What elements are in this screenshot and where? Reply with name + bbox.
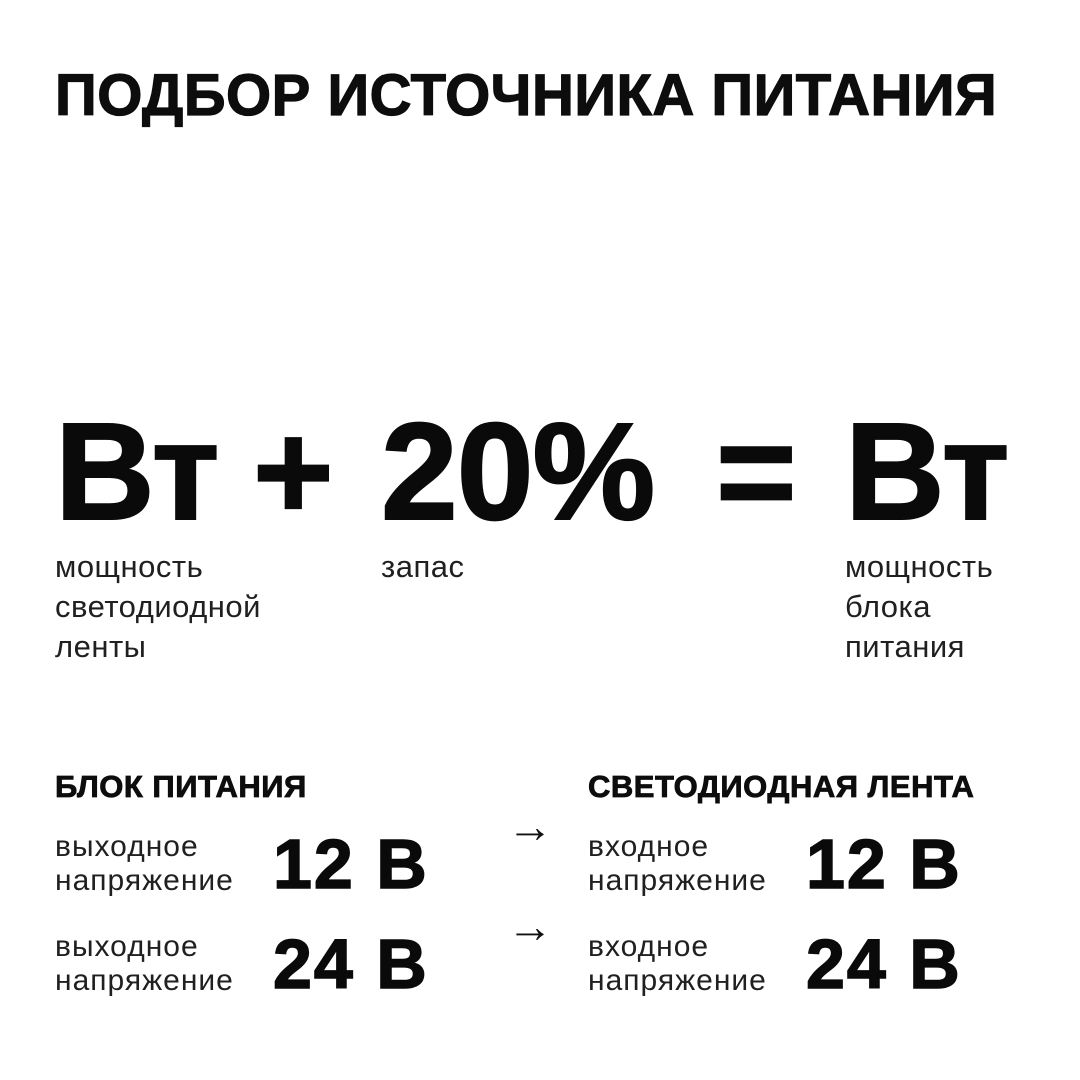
led-row-12v-label-line-2: напряжение (588, 864, 767, 897)
strip-power-value: Вт (54, 395, 220, 549)
reserve-value: 20% (380, 395, 656, 549)
strip-power-label: мощность светодиодной ленты (55, 547, 365, 667)
reserve-label-line-1: запас (381, 549, 465, 584)
led-row-12v-label: входное напряжение (588, 830, 806, 898)
equals-operator: = (715, 395, 798, 549)
psu-row-24v-value: 24 В (272, 925, 429, 1003)
psu-power-label-line-2: блока (845, 589, 932, 624)
psu-row-12v-label-line-1: выходное (55, 830, 199, 863)
right-arrow-icon: → (507, 800, 553, 852)
plus-operator: + (252, 395, 335, 549)
formula-term-psu-power: Вт мощность блока питания (844, 395, 1070, 667)
psu-row-24v-label-line-2: напряжение (55, 964, 234, 997)
led-row-12v: входное напряжение 12 В (588, 825, 1053, 903)
strip-power-label-line-3: ленты (55, 629, 147, 664)
led-row-12v-value: 12 В (805, 825, 962, 903)
psu-row-24v: выходное напряжение 24 В (55, 925, 520, 1003)
psu-power-label-line-3: питания (845, 629, 965, 664)
reserve-label: запас (381, 547, 701, 587)
psu-row-12v-label: выходное напряжение (55, 830, 273, 898)
psu-row-12v-value: 12 В (272, 825, 429, 903)
formula-term-reserve: 20% запас (380, 395, 701, 587)
strip-power-label-line-1: мощность (55, 549, 204, 584)
led-strip-column-header: СВЕТОДИОДНАЯ ЛЕНТА (588, 769, 975, 805)
led-row-24v: входное напряжение 24 В (588, 925, 1053, 1003)
psu-column-header: БЛОК ПИТАНИЯ (55, 769, 307, 805)
psu-column: БЛОК ПИТАНИЯ выходное напряжение 12 В вы… (55, 768, 520, 1003)
led-row-24v-value: 24 В (805, 925, 962, 1003)
psu-power-label-line-1: мощность (845, 549, 994, 584)
psu-power-label: мощность блока питания (845, 547, 1070, 667)
formula-term-strip-power: Вт мощность светодиодной ленты (54, 395, 365, 667)
led-row-24v-label-line-1: входное (588, 930, 710, 963)
psu-row-24v-label: выходное напряжение (55, 930, 273, 998)
led-strip-column: СВЕТОДИОДНАЯ ЛЕНТА входное напряжение 12… (588, 768, 1053, 1003)
psu-power-value: Вт (844, 395, 1010, 549)
right-arrow-icon: → (507, 900, 553, 952)
led-row-12v-label-line-1: входное (588, 830, 710, 863)
strip-power-label-line-2: светодиодной (55, 589, 261, 624)
psu-row-12v: выходное напряжение 12 В (55, 825, 520, 903)
led-row-24v-label: входное напряжение (588, 930, 806, 998)
psu-row-24v-label-line-1: выходное (55, 930, 199, 963)
led-row-24v-label-line-2: напряжение (588, 964, 767, 997)
psu-row-12v-label-line-2: напряжение (55, 864, 234, 897)
page-title: ПОДБОР ИСТОЧНИКА ПИТАНИЯ (54, 62, 998, 128)
